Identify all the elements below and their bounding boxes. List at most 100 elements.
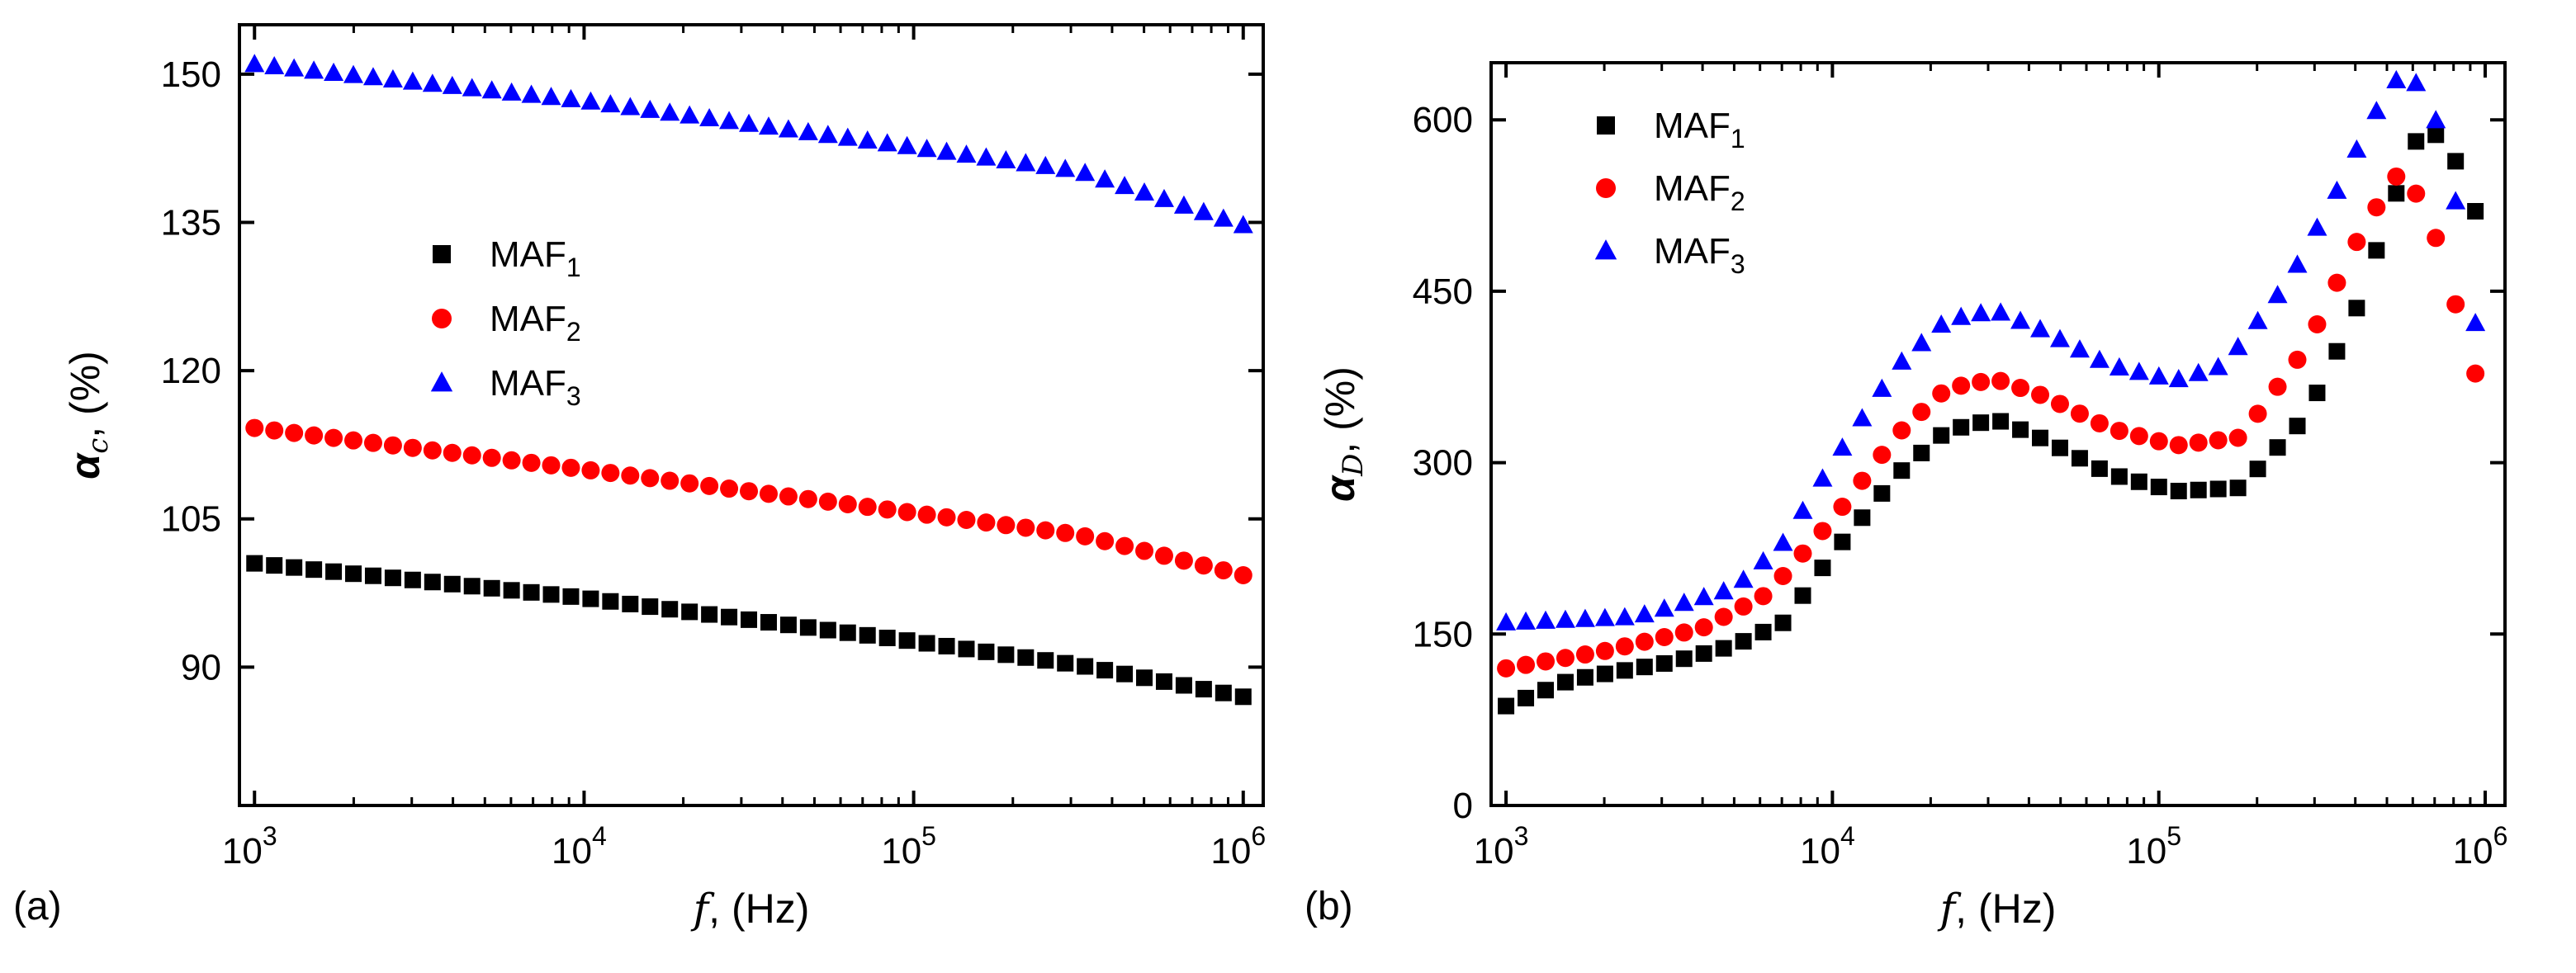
panel-b-point-maf2-0 bbox=[1497, 659, 1516, 678]
panel-a-xtick-label: 104 bbox=[552, 821, 607, 871]
panel-b-point-maf3-31 bbox=[2109, 357, 2129, 376]
panel-b-point-maf2-49 bbox=[2466, 364, 2485, 383]
panel-a-point-maf3-32 bbox=[877, 133, 897, 152]
panel-a-point-maf2-20 bbox=[641, 469, 660, 488]
panel-a-point-maf2-30 bbox=[838, 495, 857, 514]
panel-b-point-maf2-34 bbox=[2169, 436, 2188, 455]
panel-a-point-maf1-35 bbox=[938, 637, 955, 654]
panel-a-point-maf1-31 bbox=[859, 626, 876, 644]
panel-b-point-maf2-13 bbox=[1754, 587, 1773, 606]
panel-a-point-maf2-12 bbox=[482, 448, 501, 467]
panel-b-point-maf2-2 bbox=[1537, 652, 1556, 671]
panel-a-point-maf1-18 bbox=[602, 593, 619, 610]
panel-a-point-maf1-15 bbox=[542, 586, 560, 603]
panel-b-point-maf1-2 bbox=[1537, 682, 1555, 699]
panel-b-legend-marker-1 bbox=[1597, 116, 1615, 135]
panel-a-point-maf2-27 bbox=[779, 487, 798, 506]
panel-b-point-maf3-13 bbox=[1753, 550, 1773, 569]
panel-a-point-maf2-18 bbox=[601, 464, 620, 483]
panel-a-point-maf1-14 bbox=[523, 583, 540, 601]
panel-b-point-maf2-35 bbox=[2189, 433, 2208, 452]
panel-a-point-maf2-33 bbox=[897, 503, 916, 522]
panel-b-point-maf2-12 bbox=[1734, 597, 1753, 616]
panel-a-point-maf2-49 bbox=[1214, 561, 1233, 580]
panel-b-point-maf3-38 bbox=[2247, 310, 2268, 329]
panel-a-point-maf3-36 bbox=[956, 144, 977, 163]
panel-a-point-maf3-0 bbox=[244, 54, 265, 73]
panel-b-y-sub: D bbox=[1337, 454, 1370, 477]
panel-b-point-maf2-38 bbox=[2248, 404, 2267, 423]
panel-a-point-maf3-18 bbox=[600, 94, 621, 113]
panel-a-point-maf1-1 bbox=[266, 557, 283, 574]
panel-b-legend-marker-2 bbox=[1596, 178, 1616, 198]
panel-a-ytick-label: 90 bbox=[181, 647, 221, 687]
panel-b-point-maf3-14 bbox=[1773, 532, 1793, 551]
panel-a-point-maf2-43 bbox=[1096, 531, 1115, 550]
panel-a-point-maf1-39 bbox=[1017, 649, 1035, 666]
panel-b-point-maf1-32 bbox=[2130, 473, 2147, 490]
panel-a-point-maf2-40 bbox=[1036, 521, 1055, 540]
panel-b-point-maf2-42 bbox=[2327, 273, 2346, 292]
panel-b-point-maf2-43 bbox=[2347, 233, 2366, 252]
panel-b-point-maf2-36 bbox=[2209, 431, 2228, 450]
panel-b-point-maf3-32 bbox=[2129, 361, 2149, 380]
panel-a-y-unit: , (%) bbox=[62, 351, 108, 438]
panel-a-point-maf2-19 bbox=[621, 466, 640, 485]
panel-b-xtick-label: 104 bbox=[1800, 821, 1855, 871]
panel-b-point-maf2-37 bbox=[2228, 428, 2247, 447]
panel-b-point-maf1-33 bbox=[2150, 479, 2167, 496]
panel-a-point-maf1-7 bbox=[384, 569, 401, 587]
panel-a-point-maf3-27 bbox=[778, 119, 798, 138]
panel-a-point-maf3-37 bbox=[976, 147, 997, 166]
panel-b-point-maf1-12 bbox=[1735, 633, 1752, 650]
panel-a-point-maf3-3 bbox=[304, 60, 324, 79]
panel-b-point-maf1-20 bbox=[1893, 462, 1911, 479]
panel-b-point-maf3-24 bbox=[1971, 303, 1991, 322]
panel-b-point-maf3-45 bbox=[2386, 69, 2407, 88]
panel-a-point-maf3-40 bbox=[1035, 155, 1056, 174]
panel-a-point-maf2-48 bbox=[1194, 556, 1213, 575]
panel-b-point-maf1-14 bbox=[1774, 614, 1792, 631]
panel-a-point-maf2-9 bbox=[423, 441, 442, 460]
panel-a-y-sub: c bbox=[82, 438, 115, 454]
panel-b-point-maf2-8 bbox=[1655, 628, 1674, 647]
panel-b-point-maf2-30 bbox=[2090, 413, 2109, 432]
panel-b-point-maf3-5 bbox=[1594, 607, 1615, 626]
panel-a-point-maf1-50 bbox=[1234, 688, 1252, 706]
panel-a-point-maf3-29 bbox=[817, 125, 838, 144]
panel-a-legend-label-1: MAF1 bbox=[490, 234, 581, 282]
panel-a-point-maf2-31 bbox=[858, 498, 877, 517]
panel-b-point-maf1-13 bbox=[1754, 623, 1772, 640]
panel-a-point-maf2-5 bbox=[344, 431, 363, 450]
panel-b-point-maf3-36 bbox=[2208, 357, 2228, 376]
panel-b-y-symbol: α bbox=[1317, 475, 1363, 502]
panel-b-point-maf3-0 bbox=[1496, 612, 1517, 631]
panel-a-point-maf1-47 bbox=[1175, 677, 1192, 694]
panel-b-point-maf1-48 bbox=[2447, 153, 2465, 170]
panel-b-point-maf1-40 bbox=[2289, 418, 2306, 435]
panel-a-point-maf2-6 bbox=[363, 433, 382, 452]
panel-a-point-maf3-9 bbox=[422, 73, 443, 92]
panel-b-point-maf1-15 bbox=[1794, 587, 1811, 604]
panel-a-point-maf1-22 bbox=[681, 603, 698, 621]
panel-a-legend-marker-3 bbox=[430, 371, 453, 392]
panel-a-point-maf2-41 bbox=[1056, 523, 1075, 542]
panel-a-point-maf1-10 bbox=[443, 575, 461, 593]
panel-a-ytick-label: 105 bbox=[161, 499, 221, 540]
panel-a-point-maf1-44 bbox=[1116, 665, 1134, 683]
panel-a-point-maf3-38 bbox=[996, 149, 1016, 169]
panel-a-point-maf1-27 bbox=[779, 616, 797, 634]
panel-b-point-maf3-6 bbox=[1614, 607, 1635, 626]
panel-b-point-maf2-1 bbox=[1517, 655, 1536, 674]
panel-b-point-maf1-46 bbox=[2408, 133, 2425, 150]
panel-a-point-maf1-3 bbox=[305, 561, 323, 579]
panel-b-point-maf1-27 bbox=[2032, 429, 2049, 446]
panel-b-point-maf2-26 bbox=[2011, 379, 2030, 398]
panel-a-point-maf3-4 bbox=[324, 62, 344, 81]
panel-b-point-maf3-33 bbox=[2148, 366, 2169, 385]
panel-b-point-maf3-19 bbox=[1872, 378, 1892, 397]
panel-a-legend-label-2: MAF2 bbox=[490, 299, 581, 347]
panel-a-point-maf3-7 bbox=[382, 68, 403, 87]
panel-b-point-maf3-41 bbox=[2307, 217, 2327, 236]
panel-a-point-maf2-21 bbox=[661, 471, 680, 490]
